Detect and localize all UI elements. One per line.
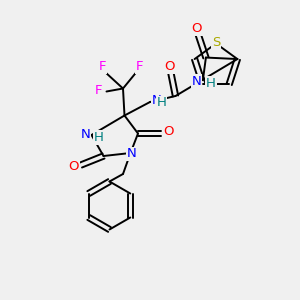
Text: O: O (192, 22, 202, 35)
Text: H: H (94, 131, 104, 144)
Text: H: H (206, 76, 216, 89)
Text: H: H (157, 96, 166, 110)
Text: O: O (68, 160, 79, 173)
Text: O: O (164, 60, 175, 74)
Text: N: N (192, 75, 201, 88)
Text: N: N (80, 128, 90, 141)
Text: N: N (127, 147, 136, 161)
Text: F: F (94, 84, 102, 98)
Text: F: F (99, 60, 106, 73)
Text: N: N (152, 94, 161, 107)
Text: O: O (163, 125, 173, 139)
Text: S: S (212, 35, 220, 49)
Text: F: F (136, 60, 143, 73)
